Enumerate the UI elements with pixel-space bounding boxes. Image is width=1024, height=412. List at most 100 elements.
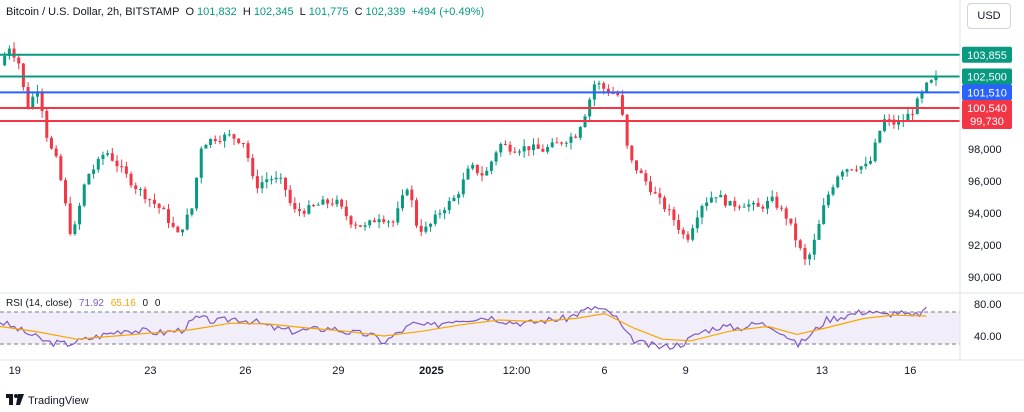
candle-body[interactable]: [803, 247, 807, 260]
candle-body[interactable]: [897, 121, 901, 125]
candle-body[interactable]: [185, 214, 189, 230]
candle-body[interactable]: [522, 146, 526, 152]
symbol-title[interactable]: Bitcoin / U.S. Dollar, 2h, BITSTAMP: [6, 6, 180, 18]
candle-body[interactable]: [106, 153, 110, 155]
candle-body[interactable]: [12, 48, 16, 58]
candle-body[interactable]: [120, 166, 124, 168]
rsi-ma-line[interactable]: [0, 312, 927, 342]
candle-body[interactable]: [663, 197, 667, 210]
candle-body[interactable]: [887, 119, 891, 121]
candle-body[interactable]: [850, 169, 854, 171]
candle-body[interactable]: [494, 152, 498, 162]
candle-body[interactable]: [166, 209, 170, 223]
candle-body[interactable]: [21, 63, 25, 88]
candle-body[interactable]: [822, 205, 826, 225]
candle-body[interactable]: [73, 224, 77, 234]
candle-body[interactable]: [794, 223, 798, 241]
candle-body[interactable]: [115, 160, 119, 167]
candle-body[interactable]: [330, 203, 334, 205]
candle-body[interactable]: [644, 173, 648, 182]
candle-body[interactable]: [288, 189, 292, 203]
candle-body[interactable]: [915, 98, 919, 115]
candle-body[interactable]: [457, 194, 461, 198]
candle-body[interactable]: [826, 194, 830, 206]
candle-body[interactable]: [59, 156, 63, 181]
candle-body[interactable]: [429, 223, 433, 227]
candle-body[interactable]: [817, 224, 821, 240]
candle-body[interactable]: [148, 199, 152, 201]
rsi-pane[interactable]: [0, 305, 960, 351]
candle-body[interactable]: [546, 147, 550, 152]
candle-body[interactable]: [54, 148, 58, 157]
candle-body[interactable]: [31, 96, 35, 109]
candle-body[interactable]: [775, 196, 779, 208]
candle-body[interactable]: [372, 220, 376, 223]
candle-body[interactable]: [35, 91, 39, 97]
candle-body[interactable]: [64, 180, 68, 204]
candle-body[interactable]: [298, 209, 302, 212]
candle-body[interactable]: [471, 164, 475, 169]
candle-body[interactable]: [335, 199, 339, 205]
candle-body[interactable]: [780, 207, 784, 209]
candle-body[interactable]: [485, 170, 489, 176]
candle-body[interactable]: [831, 187, 835, 195]
candle-body[interactable]: [349, 216, 353, 225]
candle-body[interactable]: [756, 202, 760, 207]
candle-body[interactable]: [611, 92, 615, 94]
candle-body[interactable]: [3, 55, 7, 66]
candle-body[interactable]: [17, 57, 21, 64]
candle-body[interactable]: [92, 169, 96, 174]
candle-body[interactable]: [517, 151, 521, 153]
candle-body[interactable]: [260, 182, 264, 189]
candle-body[interactable]: [274, 177, 278, 180]
candle-body[interactable]: [410, 189, 414, 201]
candle-body[interactable]: [677, 220, 681, 230]
candle-body[interactable]: [382, 219, 386, 222]
candle-body[interactable]: [101, 154, 105, 159]
rsi-label[interactable]: RSI (14, close): [6, 298, 73, 309]
candle-body[interactable]: [344, 206, 348, 217]
candle-body[interactable]: [602, 83, 606, 89]
candle-body[interactable]: [49, 137, 53, 149]
candle-body[interactable]: [925, 82, 929, 92]
candle-body[interactable]: [705, 202, 709, 207]
candle-body[interactable]: [265, 179, 269, 183]
candle-body[interactable]: [489, 161, 493, 171]
candle-body[interactable]: [845, 169, 849, 172]
candle-body[interactable]: [134, 185, 138, 190]
candle-body[interactable]: [634, 160, 638, 171]
candle-body[interactable]: [251, 157, 255, 177]
candle-body[interactable]: [700, 206, 704, 218]
currency-button[interactable]: USD: [967, 3, 1011, 29]
candle-body[interactable]: [808, 254, 812, 260]
candle-body[interactable]: [475, 164, 479, 174]
candle-body[interactable]: [751, 202, 755, 205]
candle-body[interactable]: [143, 189, 147, 200]
candle-body[interactable]: [719, 195, 723, 198]
candle-body[interactable]: [597, 83, 601, 85]
candle-body[interactable]: [878, 130, 882, 143]
candle-body[interactable]: [363, 225, 367, 227]
price-pane[interactable]: [0, 42, 960, 266]
candle-body[interactable]: [798, 240, 802, 248]
candle-body[interactable]: [569, 136, 573, 143]
candle-body[interactable]: [157, 203, 161, 208]
candle-body[interactable]: [649, 181, 653, 193]
candle-body[interactable]: [447, 200, 451, 211]
candle-body[interactable]: [237, 138, 241, 143]
candle-body[interactable]: [658, 193, 662, 198]
candle-body[interactable]: [532, 144, 536, 151]
candle-body[interactable]: [681, 229, 685, 235]
candle-body[interactable]: [26, 87, 30, 109]
candle-body[interactable]: [920, 91, 924, 99]
candle-body[interactable]: [480, 173, 484, 176]
candle-body[interactable]: [929, 80, 933, 83]
candle-body[interactable]: [527, 146, 531, 151]
candle-body[interactable]: [424, 226, 428, 232]
candle-body[interactable]: [761, 206, 765, 209]
candle-body[interactable]: [883, 119, 887, 131]
candle-body[interactable]: [503, 143, 507, 145]
candle-body[interactable]: [911, 113, 915, 115]
candle-body[interactable]: [578, 127, 582, 138]
candle-body[interactable]: [232, 134, 236, 139]
